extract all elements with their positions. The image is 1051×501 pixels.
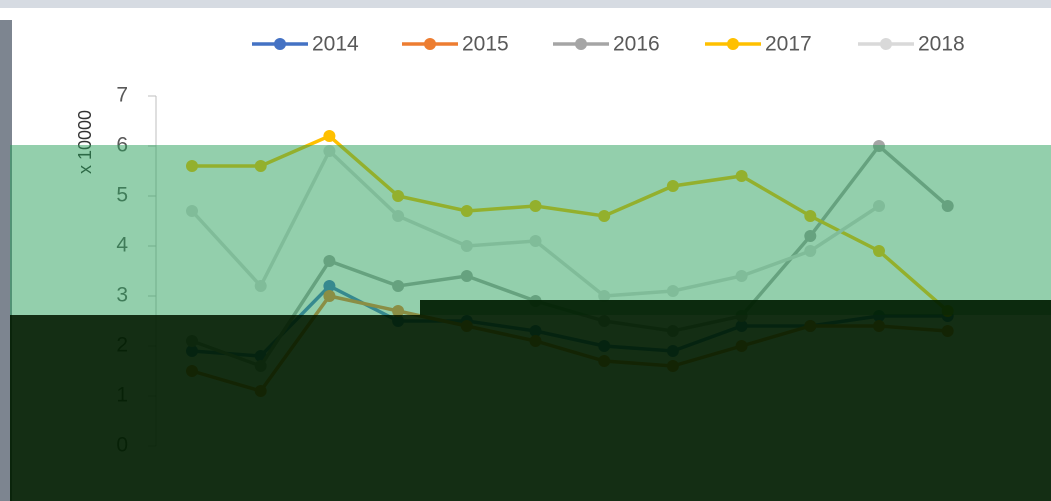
legend-label: 2014 xyxy=(312,33,359,56)
legend-label: 2017 xyxy=(765,33,812,56)
legend-label: 2016 xyxy=(613,33,660,56)
legend-marker xyxy=(727,38,739,50)
legend-label: 2018 xyxy=(918,33,965,56)
legend-label: 2015 xyxy=(462,33,509,56)
dark-overlay xyxy=(10,300,1051,501)
legend-marker xyxy=(575,38,587,50)
window-edge xyxy=(0,0,1051,8)
y-tick-label: 7 xyxy=(116,84,128,107)
legend-marker xyxy=(880,38,892,50)
legend-marker xyxy=(274,38,286,50)
side-edge xyxy=(0,20,12,501)
legend-marker xyxy=(424,38,436,50)
data-point xyxy=(323,130,336,142)
green-overlay xyxy=(10,145,1051,315)
